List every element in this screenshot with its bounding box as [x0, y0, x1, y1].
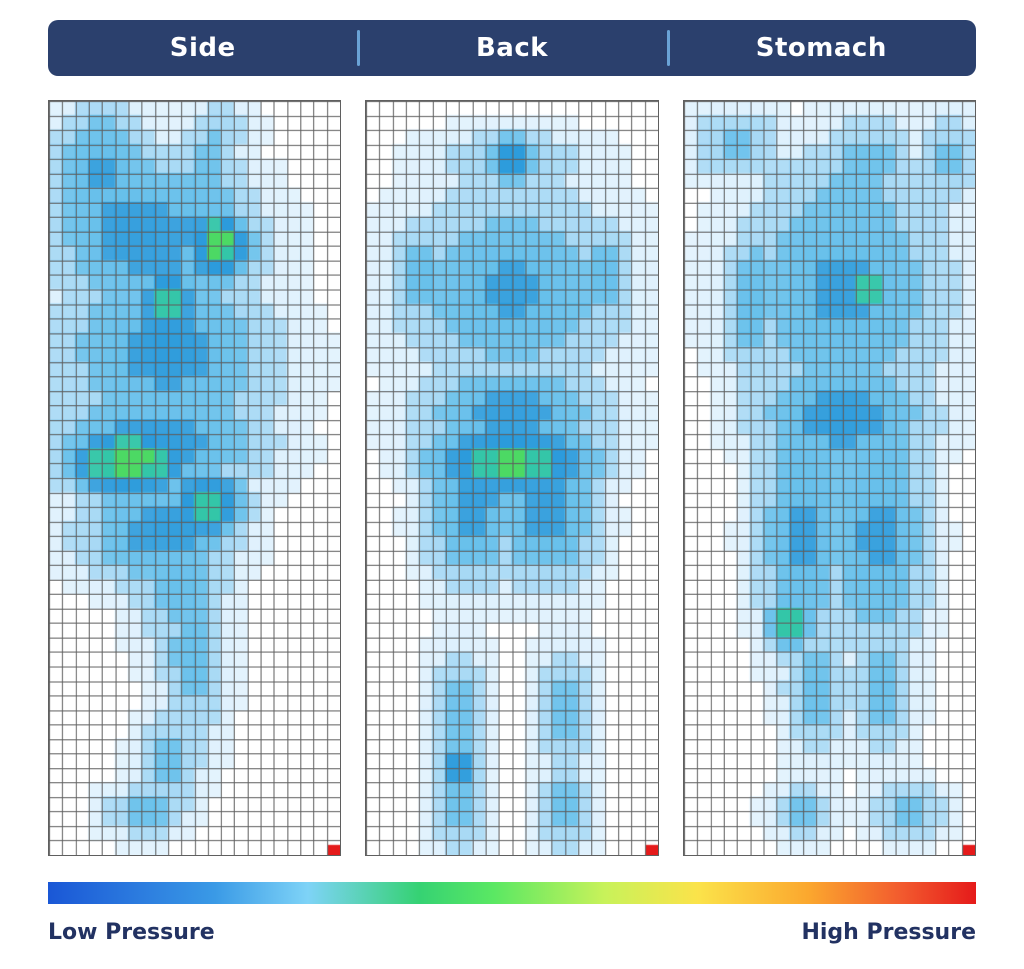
legend-gradient-bar — [48, 882, 976, 904]
legend-low-label: Low Pressure — [48, 920, 215, 945]
heatmap-panels — [48, 100, 976, 856]
header-bar: Side Back Stomach — [48, 20, 976, 76]
header-label-back: Back — [476, 33, 548, 63]
legend-high-label: High Pressure — [801, 920, 976, 945]
header-seg-stomach: Stomach — [667, 20, 976, 76]
header-label-stomach: Stomach — [756, 33, 887, 63]
heatmap-canvas-back — [366, 101, 657, 855]
heatmap-canvas-side — [49, 101, 340, 855]
header-seg-side: Side — [48, 20, 357, 76]
header-seg-back: Back — [357, 20, 666, 76]
pressure-map-figure: Side Back Stomach Low Pressure High Pres… — [0, 0, 1024, 969]
pressure-legend: Low Pressure High Pressure — [48, 882, 976, 945]
heatmap-panel-back — [365, 100, 658, 856]
heatmap-panel-stomach — [683, 100, 976, 856]
header-label-side: Side — [170, 33, 236, 63]
heatmap-panel-side — [48, 100, 341, 856]
legend-labels: Low Pressure High Pressure — [48, 920, 976, 945]
heatmap-canvas-stomach — [684, 101, 975, 855]
